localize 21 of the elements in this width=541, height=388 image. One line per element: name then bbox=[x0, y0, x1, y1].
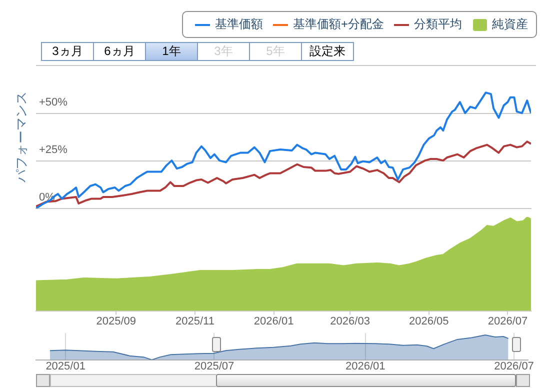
x-tick-label: 2026/07 bbox=[494, 360, 534, 372]
x-tick-label: 2025/01 bbox=[46, 360, 86, 372]
text: 6ヵ月 bbox=[93, 42, 146, 61]
text: 3ヵ月 bbox=[41, 42, 94, 61]
x-tick-label: 2025/07 bbox=[194, 360, 234, 372]
text: 1年 bbox=[145, 42, 198, 61]
legend-label: 基準価額 bbox=[214, 17, 263, 32]
x-tick-label: 2026/01 bbox=[254, 315, 294, 328]
text: 設定来 bbox=[301, 42, 354, 61]
x-tick-label: 2025/11 bbox=[175, 315, 214, 328]
legend-label: 純資産 bbox=[492, 17, 528, 32]
x-tick-label: 2025/09 bbox=[96, 315, 136, 328]
x-tick-label: 2026/07 bbox=[488, 315, 528, 328]
y-axis-title: パフォーマンス bbox=[13, 92, 28, 184]
x-tick-label: 2026/03 bbox=[330, 315, 370, 328]
x-tick-label: 2026/05 bbox=[409, 315, 449, 328]
legend-label: 分類平均 bbox=[414, 17, 462, 32]
y-tick-label: +25% bbox=[39, 144, 68, 156]
x-tick-label: 2026/01 bbox=[345, 360, 386, 372]
y-tick-label: +50% bbox=[39, 96, 68, 108]
legend-label: 基準価額+分配金 bbox=[292, 17, 384, 32]
